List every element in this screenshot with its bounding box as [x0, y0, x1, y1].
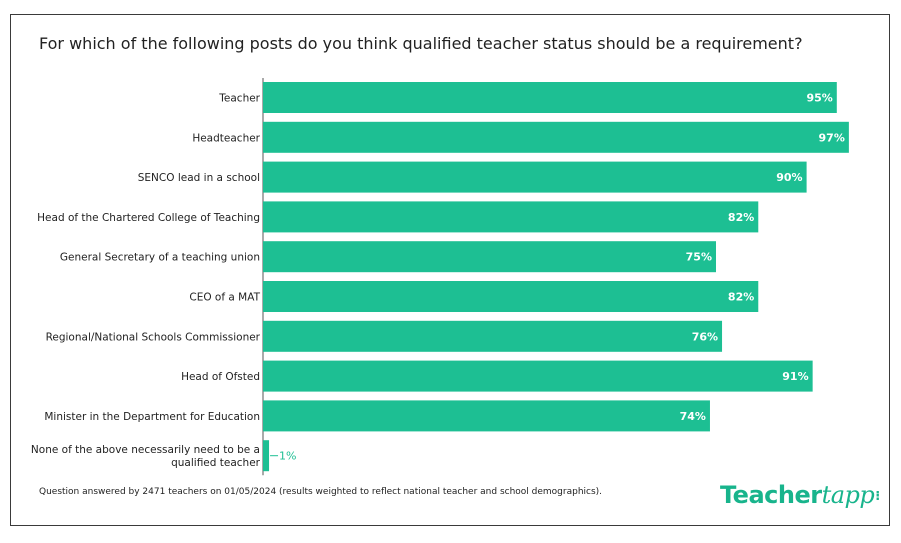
teachertapp-logo: Teachertapp⁝ — [720, 481, 880, 509]
value-label: 90% — [776, 171, 802, 184]
value-label: 74% — [680, 410, 706, 423]
bar — [263, 320, 723, 352]
category-label: Minister in the Department for Education — [44, 411, 260, 423]
bar — [263, 360, 813, 392]
category-label: Teacher — [218, 93, 260, 105]
bar — [263, 161, 807, 193]
bar — [263, 201, 759, 233]
bar — [263, 121, 849, 153]
category-label: General Secretary of a teaching union — [60, 252, 260, 264]
value-label: 82% — [728, 211, 754, 224]
bar — [263, 82, 837, 113]
category-label: Head of the Chartered College of Teachin… — [37, 212, 260, 224]
footnote: Question answered by 2471 teachers on 01… — [39, 487, 603, 497]
bar — [263, 241, 716, 273]
category-label: None of the above necessarily need to be… — [31, 444, 261, 469]
value-label: 75% — [686, 251, 712, 264]
chart-title: For which of the following posts do you … — [39, 34, 803, 53]
category-label: CEO of a MAT — [189, 292, 260, 304]
value-label: 1% — [279, 450, 296, 463]
bar — [263, 281, 759, 312]
value-label: 82% — [728, 291, 754, 304]
value-label: 76% — [692, 330, 718, 343]
logo-text-script: tapp — [821, 481, 875, 509]
category-label: Headteacher — [192, 132, 260, 144]
bar — [263, 440, 270, 472]
bar — [263, 400, 710, 432]
category-label: Head of Ofsted — [181, 371, 260, 383]
spark-icon: ⁝ — [875, 488, 880, 504]
value-label: 95% — [806, 92, 832, 105]
value-label: 97% — [819, 131, 845, 144]
category-label: SENCO lead in a school — [138, 172, 260, 184]
value-label: 91% — [782, 370, 808, 383]
logo-text-main: Teacher — [720, 481, 822, 509]
category-label: Regional/National Schools Commissioner — [46, 331, 261, 343]
